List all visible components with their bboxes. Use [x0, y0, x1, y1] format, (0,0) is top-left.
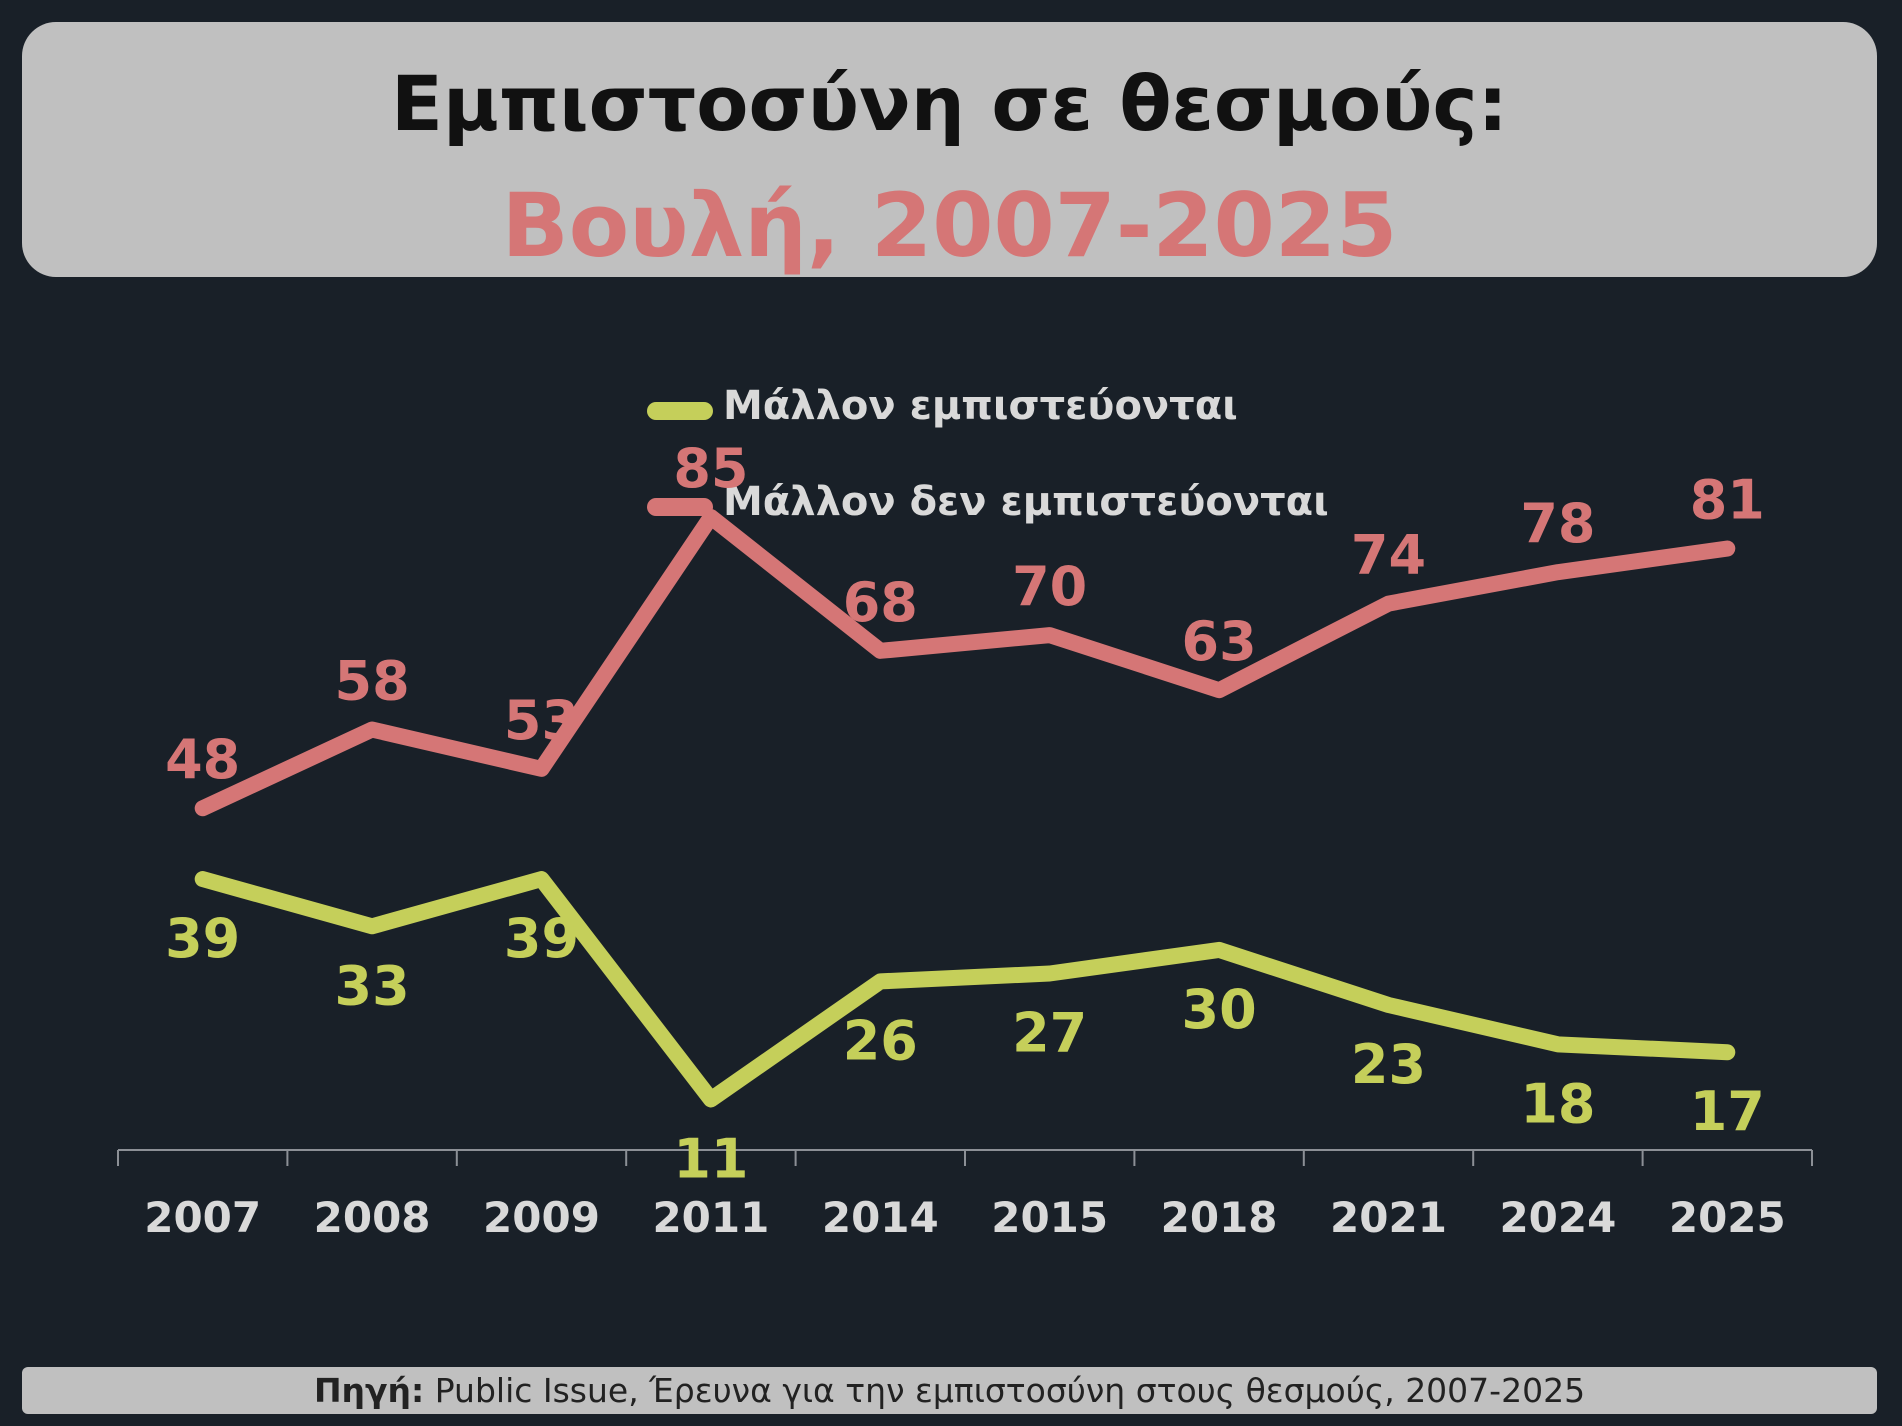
data-label-trust: 17 — [1690, 1080, 1765, 1143]
data-label-distrust: 81 — [1690, 469, 1765, 532]
x-tick-label: 2007 — [144, 1193, 261, 1242]
source-text: Public Issue, Έρευνα για την εμπιστοσύνη… — [434, 1371, 1586, 1410]
chart-title: Εμπιστοσύνη σε θεσμούς: — [391, 59, 1508, 148]
data-label-distrust: 85 — [673, 437, 748, 500]
data-label-trust: 26 — [843, 1009, 918, 1072]
x-tick-label: 2011 — [652, 1193, 769, 1242]
data-label-trust: 11 — [673, 1127, 748, 1190]
series-line-distrust — [194, 509, 1736, 817]
data-label-trust: 23 — [1351, 1033, 1426, 1096]
data-label-distrust: 68 — [843, 571, 918, 634]
data-label-distrust: 58 — [335, 650, 410, 713]
data-label-trust: 33 — [335, 954, 410, 1017]
legend-swatch-trust — [647, 402, 713, 420]
source-note: Πηγή: Public Issue, Έρευνα για την εμπισ… — [22, 1367, 1877, 1414]
legend-label-distrust: Μάλλον δεν εμπιστεύονται — [723, 479, 1329, 525]
title-banner: Εμπιστοσύνη σε θεσμούς: Βουλή, 2007-2025 — [22, 22, 1877, 277]
x-tick-label: 2015 — [991, 1193, 1108, 1242]
series-line-trust — [194, 871, 1736, 1108]
data-label-trust: 30 — [1182, 978, 1257, 1041]
line-chart: 2007 2008 2009 2011 2014 2015 2018 2021 2024 2025… — [117, 437, 1813, 1242]
data-label-distrust: 70 — [1012, 555, 1087, 618]
x-tick-label: 2008 — [314, 1193, 431, 1242]
data-label-distrust: 74 — [1351, 524, 1426, 587]
data-label-trust: 39 — [504, 907, 579, 970]
chart-subtitle: Βουλή, 2007-2025 — [501, 174, 1398, 277]
legend-label-trust: Μάλλον εμπιστεύονται — [723, 383, 1238, 429]
x-tick-label: 2025 — [1669, 1193, 1786, 1242]
x-tick-label: 2014 — [822, 1193, 939, 1242]
source-label: Πηγή: — [313, 1371, 425, 1410]
legend-swatch-distrust — [647, 498, 713, 516]
data-label-trust: 27 — [1012, 1002, 1087, 1065]
data-label-trust: 18 — [1520, 1072, 1595, 1135]
data-label-distrust: 48 — [165, 728, 240, 791]
x-tick-label: 2009 — [483, 1193, 600, 1242]
data-label-distrust: 78 — [1520, 492, 1595, 555]
x-tick-label: 2021 — [1330, 1193, 1447, 1242]
data-label-distrust: 63 — [1182, 610, 1257, 673]
x-tick-label: 2024 — [1499, 1193, 1616, 1242]
x-tick-label: 2018 — [1161, 1193, 1278, 1242]
data-label-trust: 39 — [165, 907, 240, 970]
data-label-distrust: 53 — [504, 689, 579, 752]
